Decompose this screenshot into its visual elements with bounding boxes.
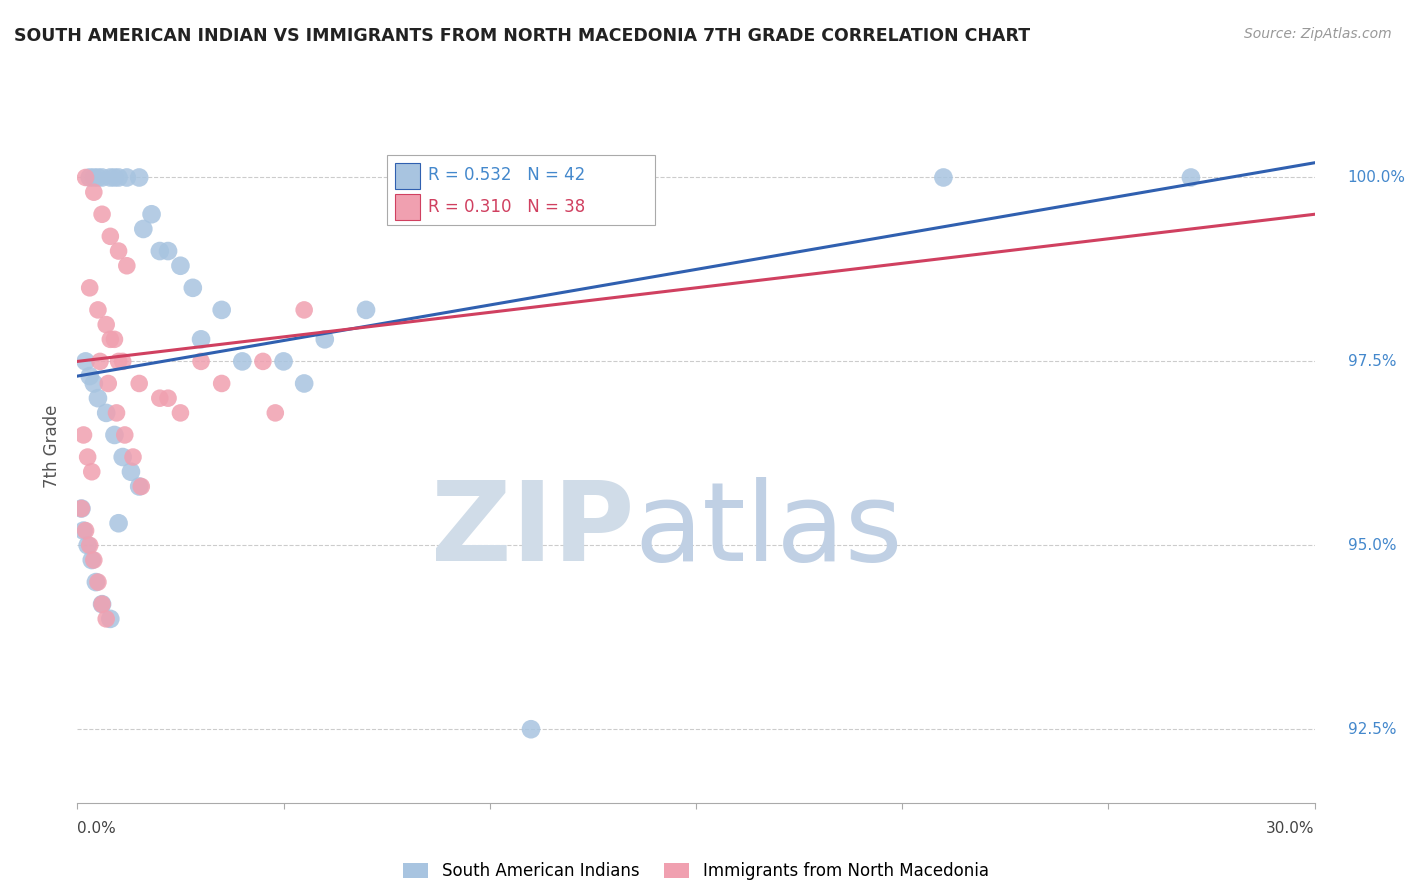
Point [141, 207, 163, 221]
Point [211, 302, 233, 317]
Point [76, 450, 98, 464]
Point [83, 376, 105, 391]
Point [84, 575, 107, 590]
Text: atlas: atlas [634, 477, 903, 584]
Point [149, 391, 172, 405]
Point [83, 185, 105, 199]
Point [96, 318, 118, 332]
Point [75, 354, 97, 368]
Text: SOUTH AMERICAN INDIAN VS IMMIGRANTS FROM NORTH MACEDONIA 7TH GRADE CORRELATION C: SOUTH AMERICAN INDIAN VS IMMIGRANTS FROM… [14, 27, 1031, 45]
Point [273, 354, 295, 368]
Point [76, 538, 98, 552]
Point [98, 612, 121, 626]
Legend: South American Indians, Immigrants from North Macedonia: South American Indians, Immigrants from … [404, 862, 988, 880]
Point [96, 406, 118, 420]
Text: 92.5%: 92.5% [1347, 722, 1396, 737]
Point [87, 302, 110, 317]
Point [111, 450, 134, 464]
Text: R = 0.310   N = 38: R = 0.310 N = 38 [427, 198, 585, 216]
Point [190, 332, 212, 346]
Point [181, 281, 204, 295]
Point [98, 332, 121, 346]
Point [292, 302, 315, 317]
Point [98, 170, 121, 185]
Point [89, 354, 111, 368]
Point [91, 207, 114, 221]
Point [120, 465, 142, 479]
Point [70, 501, 93, 516]
Point [87, 575, 110, 590]
Text: R = 0.532   N = 42: R = 0.532 N = 42 [427, 166, 585, 185]
Point [80, 553, 103, 567]
Point [231, 354, 253, 368]
Point [107, 244, 129, 258]
Point [103, 332, 125, 346]
Bar [395, 162, 419, 188]
Point [87, 170, 110, 185]
Point [157, 391, 180, 405]
Point [129, 479, 152, 493]
Point [80, 465, 103, 479]
Point [169, 406, 191, 420]
Text: 97.5%: 97.5% [1347, 354, 1396, 369]
Point [114, 428, 136, 442]
Point [98, 229, 121, 244]
Point [70, 501, 93, 516]
Point [520, 723, 543, 737]
FancyBboxPatch shape [387, 155, 655, 226]
Point [105, 406, 128, 420]
Point [157, 244, 180, 258]
Point [72, 428, 94, 442]
Point [79, 170, 101, 185]
Point [75, 524, 97, 538]
Point [128, 170, 150, 185]
Point [314, 332, 336, 346]
Text: 100.0%: 100.0% [1347, 170, 1406, 185]
Point [79, 369, 101, 384]
Point [97, 376, 120, 391]
Point [111, 354, 134, 368]
Point [122, 450, 145, 464]
Point [96, 612, 118, 626]
Point [72, 524, 94, 538]
Point [169, 259, 191, 273]
Point [292, 376, 315, 391]
Point [91, 597, 114, 611]
Text: Source: ZipAtlas.com: Source: ZipAtlas.com [1244, 27, 1392, 41]
Point [75, 170, 97, 185]
Text: 30.0%: 30.0% [1267, 822, 1315, 836]
Y-axis label: 7th Grade: 7th Grade [42, 404, 60, 488]
Point [354, 302, 377, 317]
Point [128, 479, 150, 493]
Text: ZIP: ZIP [430, 477, 634, 584]
Point [83, 553, 105, 567]
Point [83, 170, 105, 185]
Point [91, 597, 114, 611]
Point [103, 170, 125, 185]
Point [211, 376, 233, 391]
Text: 0.0%: 0.0% [77, 822, 117, 836]
Point [115, 170, 138, 185]
Point [115, 259, 138, 273]
Point [87, 391, 110, 405]
Point [79, 538, 101, 552]
Point [128, 376, 150, 391]
Point [107, 516, 129, 531]
Text: 95.0%: 95.0% [1347, 538, 1396, 553]
Point [107, 170, 129, 185]
Point [132, 222, 155, 236]
Point [149, 244, 172, 258]
Point [190, 354, 212, 368]
Bar [395, 194, 419, 220]
Point [103, 428, 125, 442]
Point [264, 406, 287, 420]
Point [107, 354, 129, 368]
Point [932, 170, 955, 185]
Point [91, 170, 114, 185]
Point [79, 281, 101, 295]
Point [252, 354, 274, 368]
Point [1180, 170, 1202, 185]
